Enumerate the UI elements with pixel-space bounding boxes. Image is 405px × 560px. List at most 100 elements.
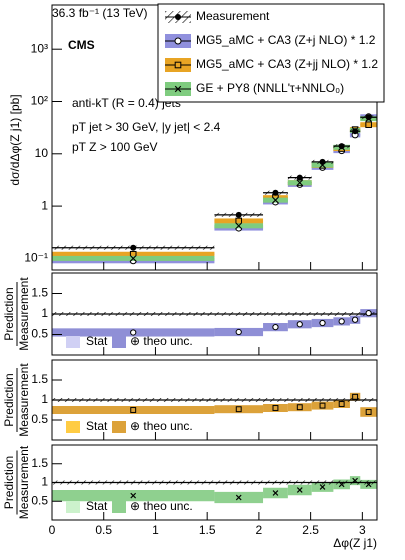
y-tick-label: 1.5 — [31, 372, 48, 386]
marker — [338, 481, 345, 488]
marker — [130, 244, 137, 251]
legend-label: Stat — [86, 334, 108, 348]
data-point — [235, 328, 242, 336]
marker — [296, 174, 303, 181]
experiment: CMS — [68, 38, 95, 52]
data-point — [130, 407, 137, 413]
marker — [365, 481, 372, 488]
marker — [338, 318, 345, 325]
annotation: anti-kT (R = 0.4) jets — [72, 96, 181, 110]
data-point — [296, 404, 303, 411]
marker — [235, 328, 242, 336]
data-point — [235, 406, 242, 413]
data-point — [333, 143, 350, 150]
y-tick-label: 10⁻¹ — [24, 251, 48, 265]
marker — [352, 128, 359, 135]
data-point — [365, 481, 372, 488]
y-tick-label: 0.5 — [31, 493, 48, 507]
marker — [365, 409, 372, 415]
data-point — [296, 321, 303, 328]
y-tick-label: 1.5 — [31, 286, 48, 300]
data-point — [338, 481, 345, 488]
legend-label: GE + PY8 (NNLL'τ+NNLO₀) — [196, 81, 344, 95]
legend-label: Stat — [86, 499, 108, 513]
data-point — [272, 405, 279, 411]
annotation: pT Z > 100 GeV — [72, 140, 158, 154]
data-point — [311, 158, 334, 165]
legend-swatch — [66, 421, 80, 433]
data-point — [272, 490, 279, 496]
y-axis-title: Measurement — [17, 445, 31, 519]
marker — [130, 255, 137, 262]
lumi: 36.3 fb⁻¹ (13 TeV) — [52, 6, 148, 20]
marker — [296, 487, 303, 493]
marker — [365, 114, 372, 121]
marker — [272, 196, 279, 204]
legend-label: MG5_aMC + CA3 (Z+jj NLO) * 1.2 — [196, 57, 378, 71]
marker — [235, 406, 242, 413]
legend-swatch — [66, 501, 80, 513]
x-tick-label: 0.5 — [95, 523, 112, 537]
marker — [235, 217, 243, 225]
data-point — [263, 196, 288, 204]
data-point — [235, 494, 242, 501]
marker — [174, 61, 182, 69]
frame — [51, 272, 378, 356]
y-axis-title: Measurement — [17, 277, 31, 351]
x-tick-label: 1 — [152, 523, 159, 537]
data-point — [352, 393, 359, 400]
marker — [272, 189, 279, 196]
marker — [235, 222, 242, 229]
x-tick-label: 1.5 — [199, 523, 216, 537]
y-tick-label: 0.5 — [31, 327, 48, 341]
data-point — [319, 402, 326, 409]
y-tick-label: 10³ — [31, 41, 48, 55]
y-tick-label: 1 — [41, 198, 48, 212]
data-point — [214, 211, 264, 218]
marker — [296, 321, 303, 328]
marker — [130, 492, 137, 499]
marker — [352, 393, 359, 400]
data-point — [338, 318, 345, 325]
legend-label: ⊕ theo unc. — [130, 419, 193, 433]
marker — [338, 143, 345, 150]
data-point — [214, 217, 264, 225]
marker — [338, 401, 345, 407]
marker — [174, 85, 182, 93]
data-point — [351, 316, 359, 323]
y-tick-label: 10² — [31, 94, 48, 108]
legend-label: ⊕ theo unc. — [130, 499, 193, 513]
marker — [130, 329, 137, 336]
y-axis-title: Measurement — [17, 363, 31, 437]
data-point — [214, 222, 264, 229]
data-point — [52, 244, 215, 251]
marker — [365, 310, 372, 317]
legend-swatch — [112, 336, 126, 348]
marker — [174, 37, 182, 45]
data-point — [360, 114, 377, 121]
data-point — [365, 409, 372, 415]
data-point — [263, 189, 288, 196]
data-point — [287, 179, 312, 186]
marker — [296, 404, 303, 411]
marker — [296, 179, 303, 186]
data-point — [272, 323, 279, 331]
data-point — [360, 121, 377, 129]
marker — [319, 319, 326, 327]
legend-label: Measurement — [196, 9, 270, 23]
data-point — [287, 174, 312, 181]
marker — [365, 121, 372, 129]
y-axis-title: Prediction — [2, 287, 16, 340]
y-tick-label: 1 — [41, 392, 48, 406]
y-tick-label: 1 — [41, 475, 48, 489]
data-point — [130, 492, 137, 499]
y-axis-title: Prediction — [2, 373, 16, 426]
y-axis-title: Prediction — [2, 456, 16, 509]
marker — [351, 316, 359, 323]
legend-swatch — [112, 501, 126, 513]
frame — [51, 444, 378, 521]
marker — [319, 158, 326, 165]
y-tick-label: 1.5 — [31, 456, 48, 470]
data-point — [296, 487, 303, 493]
